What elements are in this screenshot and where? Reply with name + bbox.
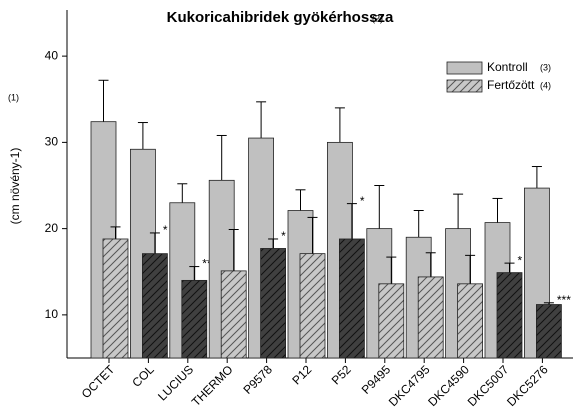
bar (378, 283, 405, 359)
bar (299, 253, 326, 359)
bar (220, 270, 247, 359)
annotation: (4) (540, 80, 551, 90)
x-tick-label: OCTET (79, 362, 118, 401)
x-tick-label: DKC4795 (386, 362, 433, 409)
significance-label: ** (202, 257, 212, 271)
x-tick-label: DKC5007 (465, 362, 512, 409)
annotation: (2) (372, 13, 383, 23)
legend-label: Kontroll (487, 60, 528, 74)
y-tick-label: 10 (45, 307, 59, 321)
bar (536, 304, 562, 359)
x-tick-label: P12 (289, 362, 314, 387)
x-tick-label: DKC5276 (504, 362, 551, 409)
y-axis-label: (cm növény-1) (8, 148, 22, 225)
bar (102, 238, 129, 359)
annotation: (1) (8, 92, 19, 102)
bar (496, 272, 523, 359)
x-tick-label: P52 (329, 362, 354, 387)
x-tick-label: P9578 (241, 362, 276, 397)
bar (338, 238, 365, 359)
y-tick-label: 30 (45, 135, 59, 149)
y-tick-label: 20 (45, 221, 59, 235)
significance-label: * (518, 253, 523, 267)
legend-swatch (446, 61, 483, 75)
bar (260, 248, 287, 359)
x-tick-label: DKC4590 (425, 362, 472, 409)
significance-label: * (163, 223, 168, 237)
significance-label: * (281, 229, 286, 243)
x-tick-label: THERMO (189, 362, 236, 409)
significance-label: *** (557, 293, 571, 307)
bar (141, 253, 168, 359)
x-tick-label: P9495 (359, 362, 394, 397)
chart-title: Kukoricahibridek gyökérhossza (167, 9, 394, 26)
bar (417, 276, 444, 359)
bar (181, 279, 208, 359)
legend-swatch (446, 79, 483, 93)
bar (457, 283, 484, 359)
y-tick-label: 40 (45, 48, 59, 62)
annotation: (3) (540, 62, 551, 72)
x-tick-label: COL (129, 362, 157, 390)
legend-label: Fertőzött (487, 78, 535, 92)
significance-label: * (360, 194, 365, 208)
